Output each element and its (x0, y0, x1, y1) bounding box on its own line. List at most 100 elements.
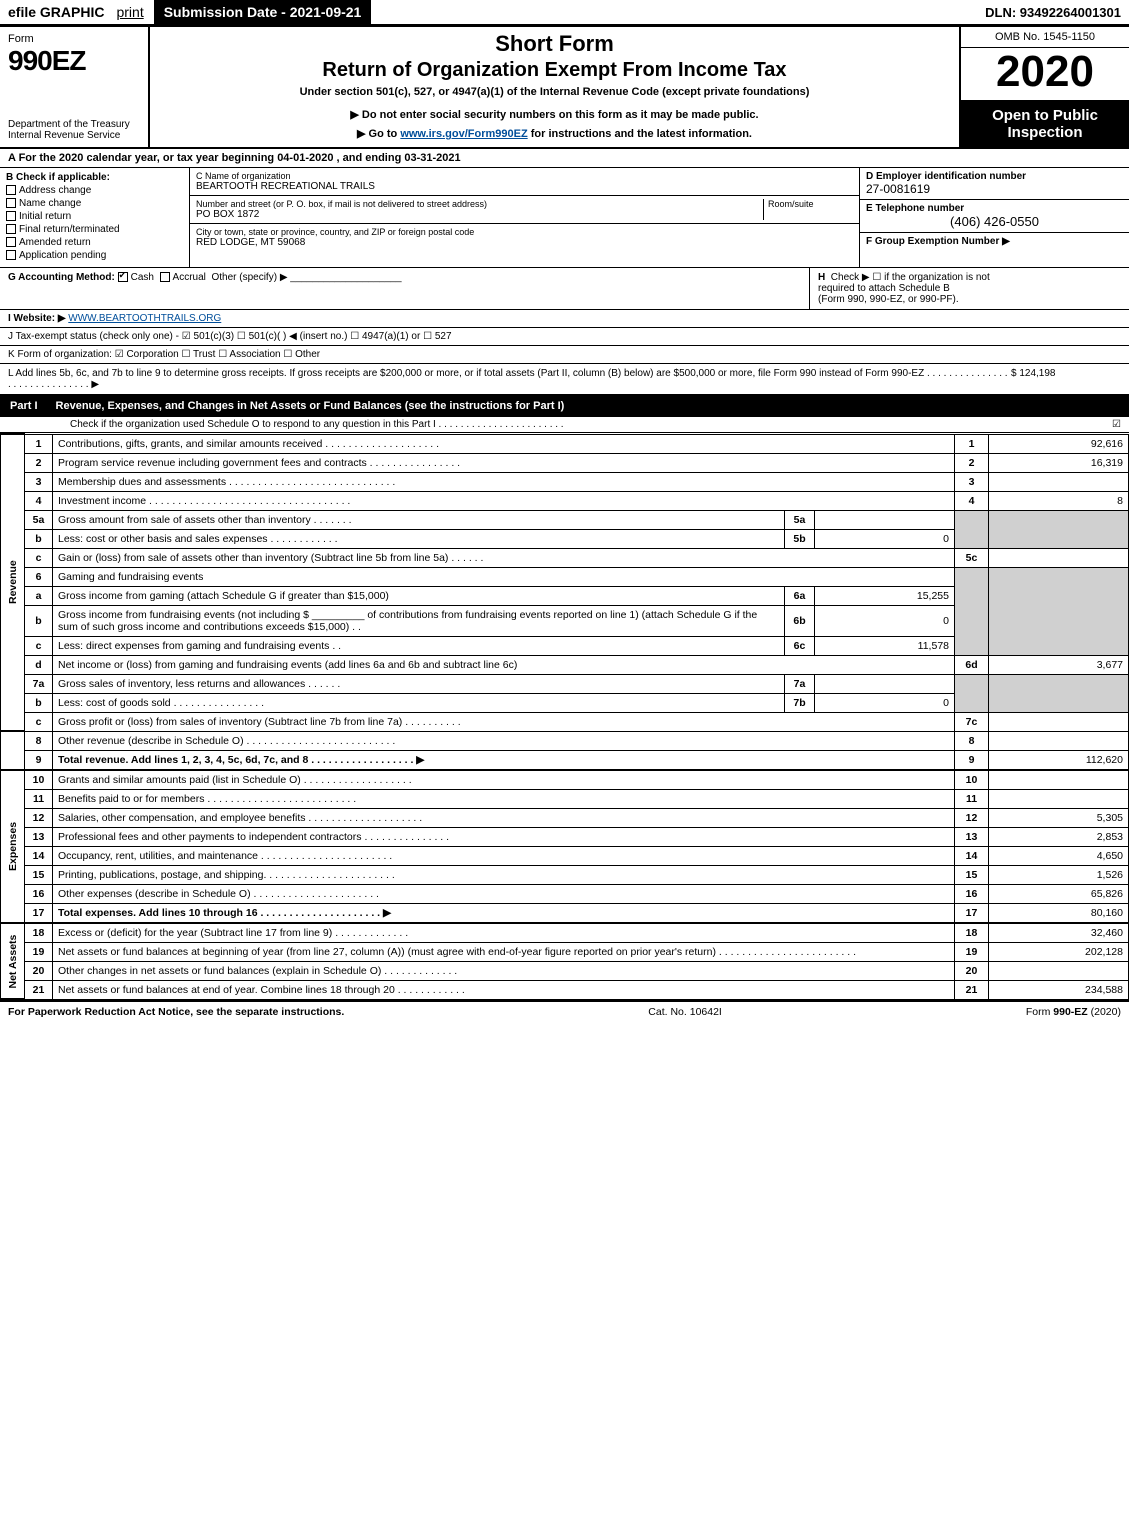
chk-amended-return[interactable]: Amended return (6, 237, 183, 248)
line-5b-desc: Less: cost or other basis and sales expe… (53, 529, 785, 548)
part-1-title: Revenue, Expenses, and Changes in Net As… (56, 400, 1129, 412)
street-value: PO BOX 1872 (196, 209, 763, 220)
irs-link[interactable]: www.irs.gov/Form990EZ (400, 128, 527, 140)
open-to-public: Open to Public Inspection (961, 101, 1129, 147)
line-7b-desc: Less: cost of goods sold . . . . . . . .… (53, 693, 785, 712)
financial-table: Revenue 1 Contributions, gifts, grants, … (0, 433, 1129, 1000)
section-def: D Employer identification number 27-0081… (859, 168, 1129, 267)
line-5a-value (815, 510, 955, 529)
line-3-amount (989, 472, 1129, 491)
part-1-checkbox[interactable]: ☑ (1091, 419, 1121, 430)
line-6d-desc: Net income or (loss) from gaming and fun… (53, 655, 955, 674)
footer-left: For Paperwork Reduction Act Notice, see … (8, 1006, 344, 1018)
submission-date: Submission Date - 2021-09-21 (154, 0, 372, 24)
row-g-h: G Accounting Method: Cash Accrual Other … (0, 268, 1129, 310)
part-1-label: Part I (0, 398, 48, 414)
line-20-desc: Other changes in net assets or fund bala… (53, 961, 955, 980)
tax-year: 2020 (961, 48, 1129, 101)
line-7c-amount (989, 712, 1129, 731)
line-6c-desc: Less: direct expenses from gaming and fu… (53, 636, 785, 655)
chk-final-return[interactable]: Final return/terminated (6, 224, 183, 235)
line-6b-value: 0 (815, 605, 955, 636)
line-18-amount: 32,460 (989, 923, 1129, 943)
line-10-amount (989, 770, 1129, 790)
note2-pre: ▶ Go to (357, 128, 400, 140)
page-footer: For Paperwork Reduction Act Notice, see … (0, 1000, 1129, 1022)
line-2-amount: 16,319 (989, 453, 1129, 472)
line-6-desc: Gaming and fundraising events (53, 567, 955, 586)
h-text3: (Form 990, 990-EZ, or 990-PF). (818, 294, 959, 305)
line-16-amount: 65,826 (989, 884, 1129, 903)
instructions-link-row: ▶ Go to www.irs.gov/Form990EZ for instru… (158, 127, 951, 140)
line-17-desc: Total expenses. Add lines 10 through 16 … (53, 903, 955, 923)
ssn-warning: ▶ Do not enter social security numbers o… (158, 108, 951, 121)
h-text1: Check ▶ ☐ if the organization is not (831, 272, 990, 283)
line-5c-amount (989, 548, 1129, 567)
department-label: Department of the Treasury (8, 119, 140, 130)
line-7c-desc: Gross profit or (loss) from sales of inv… (53, 712, 955, 731)
line-9-amount: 112,620 (989, 750, 1129, 770)
line-2-desc: Program service revenue including govern… (53, 453, 955, 472)
part-1-header: Part I Revenue, Expenses, and Changes in… (0, 395, 1129, 417)
org-info-block: B Check if applicable: Address change Na… (0, 168, 1129, 268)
expenses-side-label: Expenses (1, 770, 25, 923)
chk-address-change[interactable]: Address change (6, 185, 183, 196)
line-5c-desc: Gain or (loss) from sale of assets other… (53, 548, 955, 567)
line-5a-desc: Gross amount from sale of assets other t… (53, 510, 785, 529)
row-l-text: L Add lines 5b, 6c, and 7b to line 9 to … (8, 368, 1011, 390)
line-4-amount: 8 (989, 491, 1129, 510)
title-return: Return of Organization Exempt From Incom… (158, 59, 951, 82)
line-3-desc: Membership dues and assessments . . . . … (53, 472, 955, 491)
row-l-amount: $ 124,198 (1011, 368, 1121, 390)
line-14-desc: Occupancy, rent, utilities, and maintena… (53, 846, 955, 865)
line-18-desc: Excess or (deficit) for the year (Subtra… (53, 923, 955, 943)
h-text2: required to attach Schedule B (818, 283, 950, 294)
efile-label: efile GRAPHIC (0, 0, 112, 24)
chk-name-change[interactable]: Name change (6, 198, 183, 209)
form-word: Form (8, 33, 140, 45)
part-1-sub: Check if the organization used Schedule … (0, 417, 1129, 433)
chk-cash[interactable] (118, 272, 128, 282)
line-13-amount: 2,853 (989, 827, 1129, 846)
irs-label: Internal Revenue Service (8, 130, 140, 141)
line-6b-desc: Gross income from fundraising events (no… (53, 605, 785, 636)
footer-right: Form 990-EZ (2020) (1026, 1006, 1121, 1018)
chk-application-pending[interactable]: Application pending (6, 250, 183, 261)
header-left: Form 990EZ Department of the Treasury In… (0, 27, 150, 147)
c-label: C Name of organization (196, 171, 853, 181)
city-value: RED LODGE, MT 59068 (196, 237, 853, 248)
line-7b-value: 0 (815, 693, 955, 712)
line-6a-desc: Gross income from gaming (attach Schedul… (53, 586, 785, 605)
line-6a-value: 15,255 (815, 586, 955, 605)
line-4-desc: Investment income . . . . . . . . . . . … (53, 491, 955, 510)
b-label: B Check if applicable: (6, 172, 183, 183)
line-7a-desc: Gross sales of inventory, less returns a… (53, 674, 785, 693)
line-9-desc: Total revenue. Add lines 1, 2, 3, 4, 5c,… (53, 750, 955, 770)
chk-accrual[interactable] (160, 272, 170, 282)
website-link[interactable]: WWW.BEARTOOTHTRAILS.ORG (68, 313, 221, 324)
line-7a-value (815, 674, 955, 693)
row-i-website: I Website: ▶ WWW.BEARTOOTHTRAILS.ORG (0, 310, 1129, 328)
section-c: C Name of organization BEARTOOTH RECREAT… (190, 168, 859, 267)
subtitle: Under section 501(c), 527, or 4947(a)(1)… (158, 86, 951, 98)
line-15-desc: Printing, publications, postage, and shi… (53, 865, 955, 884)
ein-value: 27-0081619 (866, 182, 1123, 196)
f-label: F Group Exemption Number ▶ (866, 236, 1123, 247)
line-12-desc: Salaries, other compensation, and employ… (53, 808, 955, 827)
accounting-method: G Accounting Method: Cash Accrual Other … (0, 268, 809, 309)
row-j-tax-exempt: J Tax-exempt status (check only one) - ☑… (0, 328, 1129, 346)
room-label: Room/suite (768, 199, 853, 209)
city-label: City or town, state or province, country… (196, 227, 853, 237)
print-link[interactable]: print (112, 0, 147, 24)
line-21-amount: 234,588 (989, 980, 1129, 999)
row-a-tax-year: A For the 2020 calendar year, or tax yea… (0, 149, 1129, 168)
chk-initial-return[interactable]: Initial return (6, 211, 183, 222)
form-number: 990EZ (8, 45, 140, 77)
dln-label: DLN: 93492264001301 (977, 1, 1129, 24)
header-right: OMB No. 1545-1150 2020 Open to Public In… (959, 27, 1129, 147)
line-11-desc: Benefits paid to or for members . . . . … (53, 789, 955, 808)
d-label: D Employer identification number (866, 171, 1123, 182)
street-label: Number and street (or P. O. box, if mail… (196, 199, 763, 209)
line-6d-amount: 3,677 (989, 655, 1129, 674)
e-label: E Telephone number (866, 203, 1123, 214)
